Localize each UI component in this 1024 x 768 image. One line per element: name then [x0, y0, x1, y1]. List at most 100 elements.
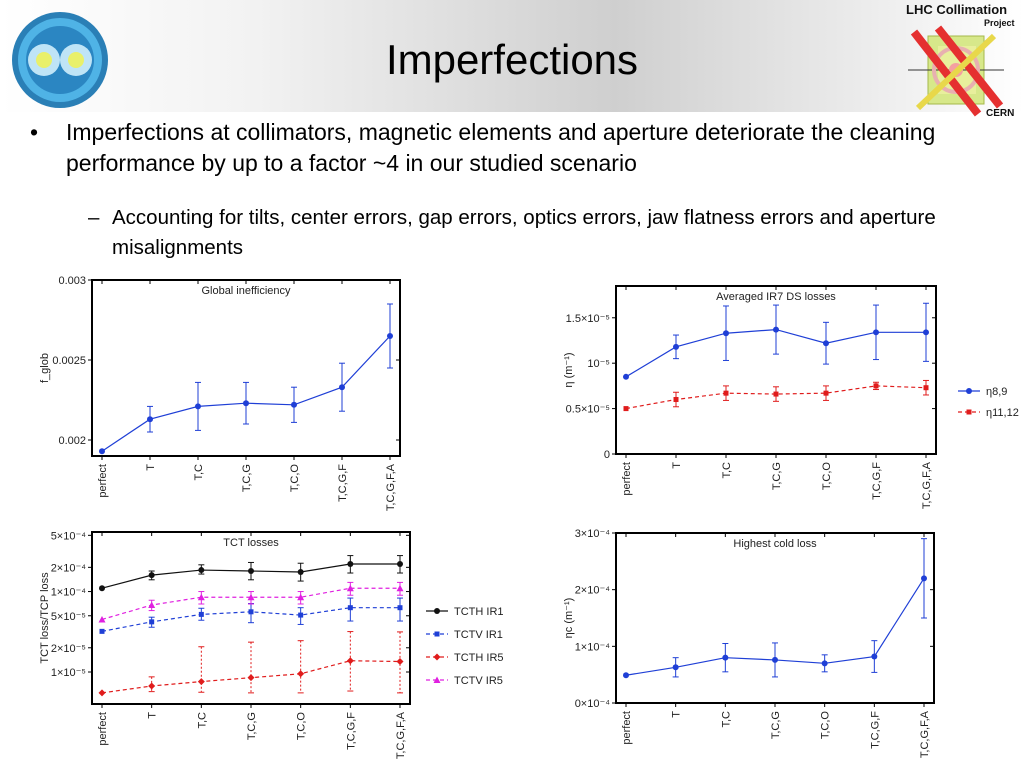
y-tick-label: 1×10⁻⁵ [51, 667, 86, 679]
x-tick-label: perfect [621, 462, 633, 496]
x-tick-label: T,C,G,F [871, 462, 883, 500]
x-tick-label: T,C,O [821, 462, 833, 491]
data-point [673, 343, 679, 350]
data-point [147, 416, 153, 423]
page-title: Imperfections [385, 36, 639, 83]
data-point [623, 373, 629, 380]
data-point [98, 689, 106, 697]
y-tick-label: 0.0025 [52, 355, 86, 367]
legend-entry: η11,12 [986, 407, 1019, 419]
data-point [723, 330, 729, 337]
x-tick-label: T,C,G,F,A [919, 710, 931, 758]
y-tick-label: 1.5×10⁻⁵ [566, 313, 610, 325]
chart-title: Highest cold loss [733, 538, 817, 550]
data-point [871, 653, 878, 660]
legend-entry: TCTH IR5 [454, 652, 504, 664]
data-point [99, 628, 105, 634]
chart-title: TCT losses [223, 537, 279, 549]
data-point [397, 561, 403, 568]
x-tick-label: T,C [193, 464, 205, 481]
x-tick-label: T,C [721, 462, 733, 479]
x-tick-label: T,C,G,F [345, 712, 357, 750]
x-tick-label: T [671, 462, 683, 469]
data-point [248, 568, 254, 575]
data-point [195, 403, 201, 410]
chart-global-inefficiency: Global inefficiency 0.002 0.0025 0.003 perfe… [39, 275, 401, 511]
y-axis-label: ηc (m⁻¹) [563, 598, 575, 639]
data-point [722, 654, 729, 661]
x-tick-label: perfect [621, 711, 633, 745]
y-tick-label: 0.5×10⁻⁵ [566, 404, 610, 416]
bullet-text: Imperfections at collimators, magnetic e… [66, 119, 936, 176]
data-point [99, 585, 105, 592]
legend-entry: TCTV IR1 [454, 629, 503, 641]
legend-marker [434, 608, 440, 614]
data-point [623, 672, 629, 679]
data-point [347, 561, 354, 568]
data-point [298, 612, 304, 618]
x-tick-label: T,C,O [296, 712, 308, 741]
data-point [346, 584, 354, 592]
data-point [148, 601, 156, 609]
data-point [823, 390, 829, 396]
x-tick-label: T,C,G,F,A [395, 711, 407, 759]
logo-text-line2: Project [984, 18, 1015, 28]
data-point [297, 569, 304, 576]
data-point [923, 385, 929, 391]
data-point [339, 384, 345, 391]
y-tick-label: 5×10⁻⁴ [51, 530, 87, 542]
data-point [243, 400, 249, 407]
data-point [247, 593, 255, 601]
data-point [291, 401, 297, 408]
magnet-logo [12, 12, 108, 108]
y-tick-label: 5×10⁻⁵ [51, 611, 86, 623]
x-tick-label: T,C,O [820, 711, 832, 740]
x-tick-label: T,C,G [771, 462, 783, 490]
chart-title: Averaged IR7 DS losses [716, 291, 836, 303]
legend-marker [434, 631, 440, 637]
data-point [772, 656, 778, 663]
data-point [148, 682, 156, 690]
legend-entry: η8,9 [986, 386, 1007, 398]
data-point [297, 670, 305, 678]
data-point [773, 391, 779, 397]
data-point [672, 664, 679, 671]
plot-area [615, 532, 935, 704]
x-tick-label: T,C [196, 712, 208, 729]
data-point [248, 609, 254, 615]
data-point [198, 567, 205, 574]
data-point [923, 329, 929, 336]
data-point [99, 448, 105, 455]
x-tick-label: T [147, 712, 159, 719]
data-point [823, 340, 829, 347]
data-point [98, 615, 106, 623]
y-axis-label: f_glob [39, 353, 51, 383]
legend-marker [433, 653, 441, 661]
y-axis-label: TCT loss/TCP loss [39, 572, 51, 664]
legend-marker [966, 388, 972, 394]
data-point [197, 593, 205, 601]
x-tick-label: T,C,G,F,A [385, 463, 397, 511]
data-point [773, 326, 779, 333]
y-tick-label: 10⁻⁵ [587, 358, 610, 370]
chart-averaged-ir7-ds-losses: Averaged IR7 DS losses 0 0.5×10⁻⁵ 10⁻⁵ 1.5×1… [563, 285, 1019, 509]
chart-highest-cold-loss: Highest cold loss 0×10⁻⁴ 1×10⁻⁴ 2×10⁻⁴ 3×10⁻… [563, 528, 935, 758]
y-tick-label: 2×10⁻⁴ [575, 585, 611, 597]
data-point [148, 572, 155, 579]
data-point [347, 605, 353, 611]
data-point [623, 406, 629, 412]
x-tick-label: T,C,O [289, 464, 301, 493]
x-tick-label: perfect [97, 712, 109, 746]
x-tick-label: perfect [97, 464, 109, 498]
data-point [397, 605, 403, 611]
data-point [396, 658, 404, 666]
data-point [921, 575, 927, 582]
logo-text-line3: CERN [986, 108, 1015, 119]
x-tick-label: T,C,G [246, 712, 258, 740]
x-tick-label: T,C,G,F [869, 711, 881, 749]
data-point [873, 329, 879, 336]
y-axis-label: η (m⁻¹) [563, 352, 575, 387]
data-point [673, 397, 679, 403]
x-tick-label: T,C,G,F,A [921, 461, 933, 509]
data-point [198, 611, 204, 617]
